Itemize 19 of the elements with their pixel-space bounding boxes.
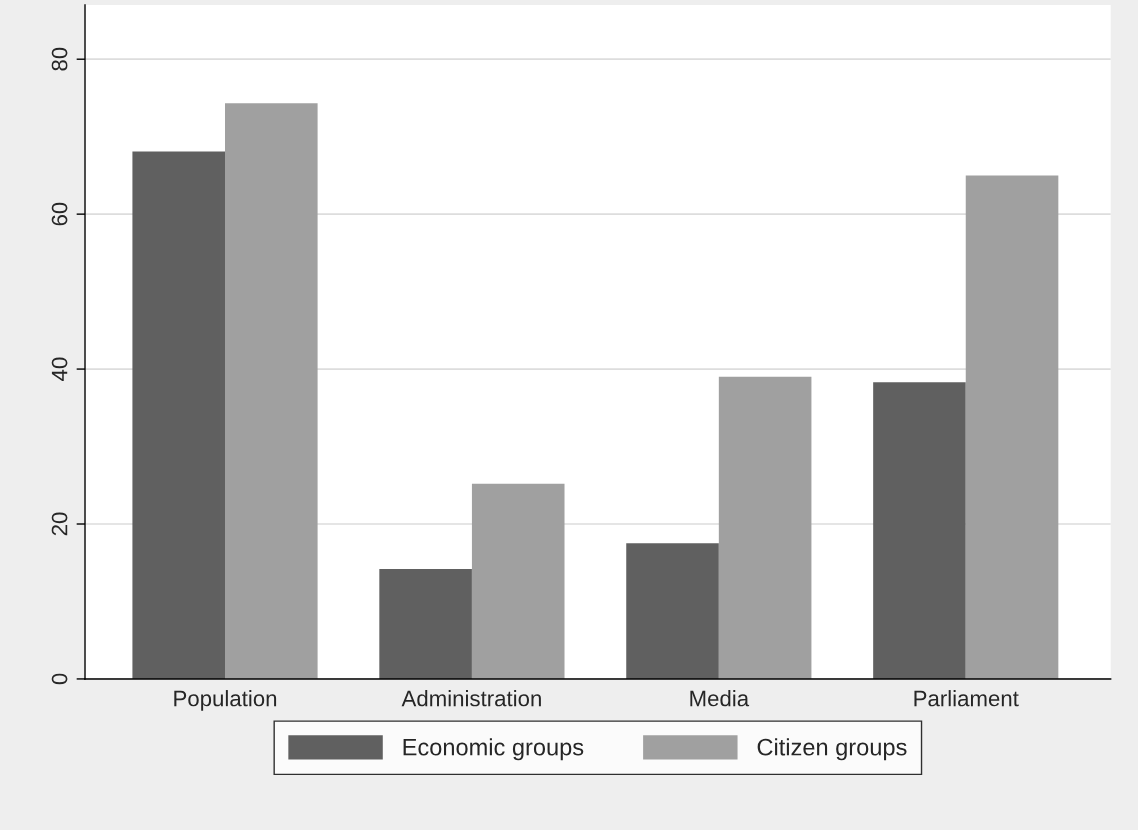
- y-tick-label: 20: [51, 512, 68, 536]
- legend-label: Citizen groups: [757, 738, 907, 761]
- bar: [626, 543, 719, 679]
- bar: [965, 175, 1059, 679]
- y-tick-label: 40: [51, 357, 68, 381]
- y-tick-label: 80: [51, 47, 68, 71]
- y-tick-label: 0: [51, 673, 68, 685]
- bar: [718, 376, 812, 679]
- bar: [873, 382, 966, 679]
- bar: [379, 568, 472, 679]
- x-tick-label: Parliament: [914, 690, 1019, 707]
- bar: [132, 151, 226, 679]
- bar: [225, 103, 318, 679]
- y-tick-label: 60: [51, 202, 68, 226]
- x-tick-label: Media: [690, 690, 750, 707]
- bar: [471, 483, 565, 679]
- x-tick-label: Population: [174, 690, 277, 711]
- legend-label: Economic groups: [403, 738, 584, 761]
- x-tick-label: Administration: [401, 690, 541, 707]
